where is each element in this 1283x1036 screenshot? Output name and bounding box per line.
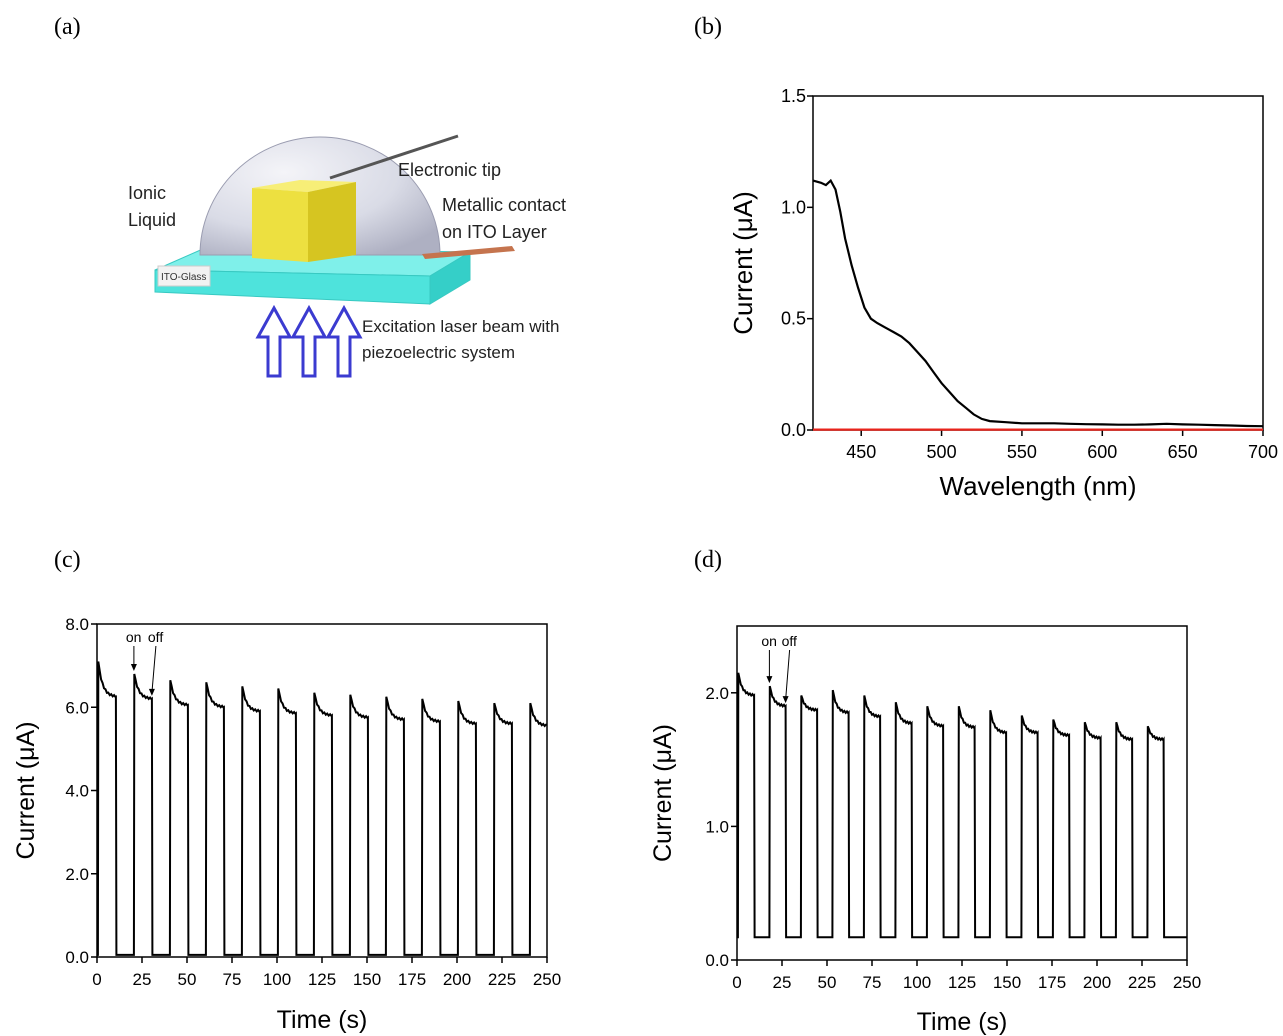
y-tick-label: 1.5 (781, 86, 806, 106)
plot-frame (736, 625, 1188, 961)
series-line-0 (96, 661, 547, 956)
y-axis-label: Current (μA) (12, 721, 40, 859)
x-tick-label: 50 (178, 970, 197, 989)
panel-d-label: (d) (694, 547, 722, 573)
annotation-off: off (148, 629, 163, 645)
x-tick-label: 200 (443, 970, 471, 989)
annotation-off: off (782, 633, 797, 649)
x-tick-label: 600 (1087, 442, 1117, 462)
y-axis-label: Current (μA) (649, 724, 677, 862)
panel-b-label: (b) (694, 14, 722, 40)
annotation-off-arrowhead (782, 696, 789, 704)
x-tick-label: 75 (223, 970, 242, 989)
x-tick-label: 25 (773, 973, 792, 992)
y-axis-label: Current (μA) (728, 191, 758, 335)
y-tick-label: 1.0 (781, 197, 806, 217)
y-tick-label: 2.0 (705, 684, 729, 703)
x-tick-label: 0 (732, 973, 741, 992)
x-tick-label: 100 (903, 973, 931, 992)
x-tick-label: 175 (398, 970, 426, 989)
annotation-on-arrowhead (766, 676, 773, 684)
x-tick-label: 550 (1007, 442, 1037, 462)
series-line-0 (812, 178, 1264, 428)
y-tick-label: 6.0 (65, 698, 89, 717)
annotation-on-arrowhead (130, 663, 137, 671)
x-tick-label: 650 (1168, 442, 1198, 462)
x-tick-label: 150 (993, 973, 1021, 992)
x-tick-label: 125 (948, 973, 976, 992)
x-tick-label: 150 (353, 970, 381, 989)
y-tick-label: 0.5 (781, 309, 806, 329)
x-tick-label: 225 (488, 970, 516, 989)
x-tick-label: 450 (846, 442, 876, 462)
panel-c-label: (c) (54, 547, 81, 573)
y-tick-label: 0.0 (65, 948, 89, 967)
x-tick-label: 75 (863, 973, 882, 992)
annotation-off-arrow (785, 649, 791, 701)
x-axis-label: Time (s) (917, 1008, 1008, 1036)
x-tick-label: 500 (927, 442, 957, 462)
annotation-on: on (126, 629, 142, 645)
x-tick-label: 175 (1038, 973, 1066, 992)
x-tick-label: 700 (1248, 442, 1278, 462)
panel-a-label: (a) (54, 14, 81, 40)
x-tick-label: 250 (533, 970, 561, 989)
x-tick-label: 225 (1128, 973, 1156, 992)
x-axis-label: Time (s) (277, 1006, 368, 1034)
x-tick-label: 100 (263, 970, 291, 989)
annotation-on: on (761, 633, 777, 649)
y-tick-label: 8.0 (65, 615, 89, 634)
x-tick-label: 50 (818, 973, 837, 992)
x-tick-label: 200 (1083, 973, 1111, 992)
y-tick-label: 1.0 (705, 817, 729, 836)
x-tick-label: 125 (308, 970, 336, 989)
x-tick-label: 25 (133, 970, 152, 989)
annotation-off-arrow (151, 645, 157, 693)
annotation-off-arrowhead (148, 688, 155, 696)
x-axis-label: Wavelength (nm) (940, 471, 1137, 501)
x-tick-label: 250 (1173, 973, 1201, 992)
y-tick-label: 2.0 (65, 865, 89, 884)
y-tick-label: 0.0 (781, 420, 806, 440)
y-tick-label: 0.0 (705, 951, 729, 970)
x-tick-label: 0 (92, 970, 101, 989)
series-line-0 (736, 672, 1187, 939)
y-tick-label: 4.0 (65, 782, 89, 801)
